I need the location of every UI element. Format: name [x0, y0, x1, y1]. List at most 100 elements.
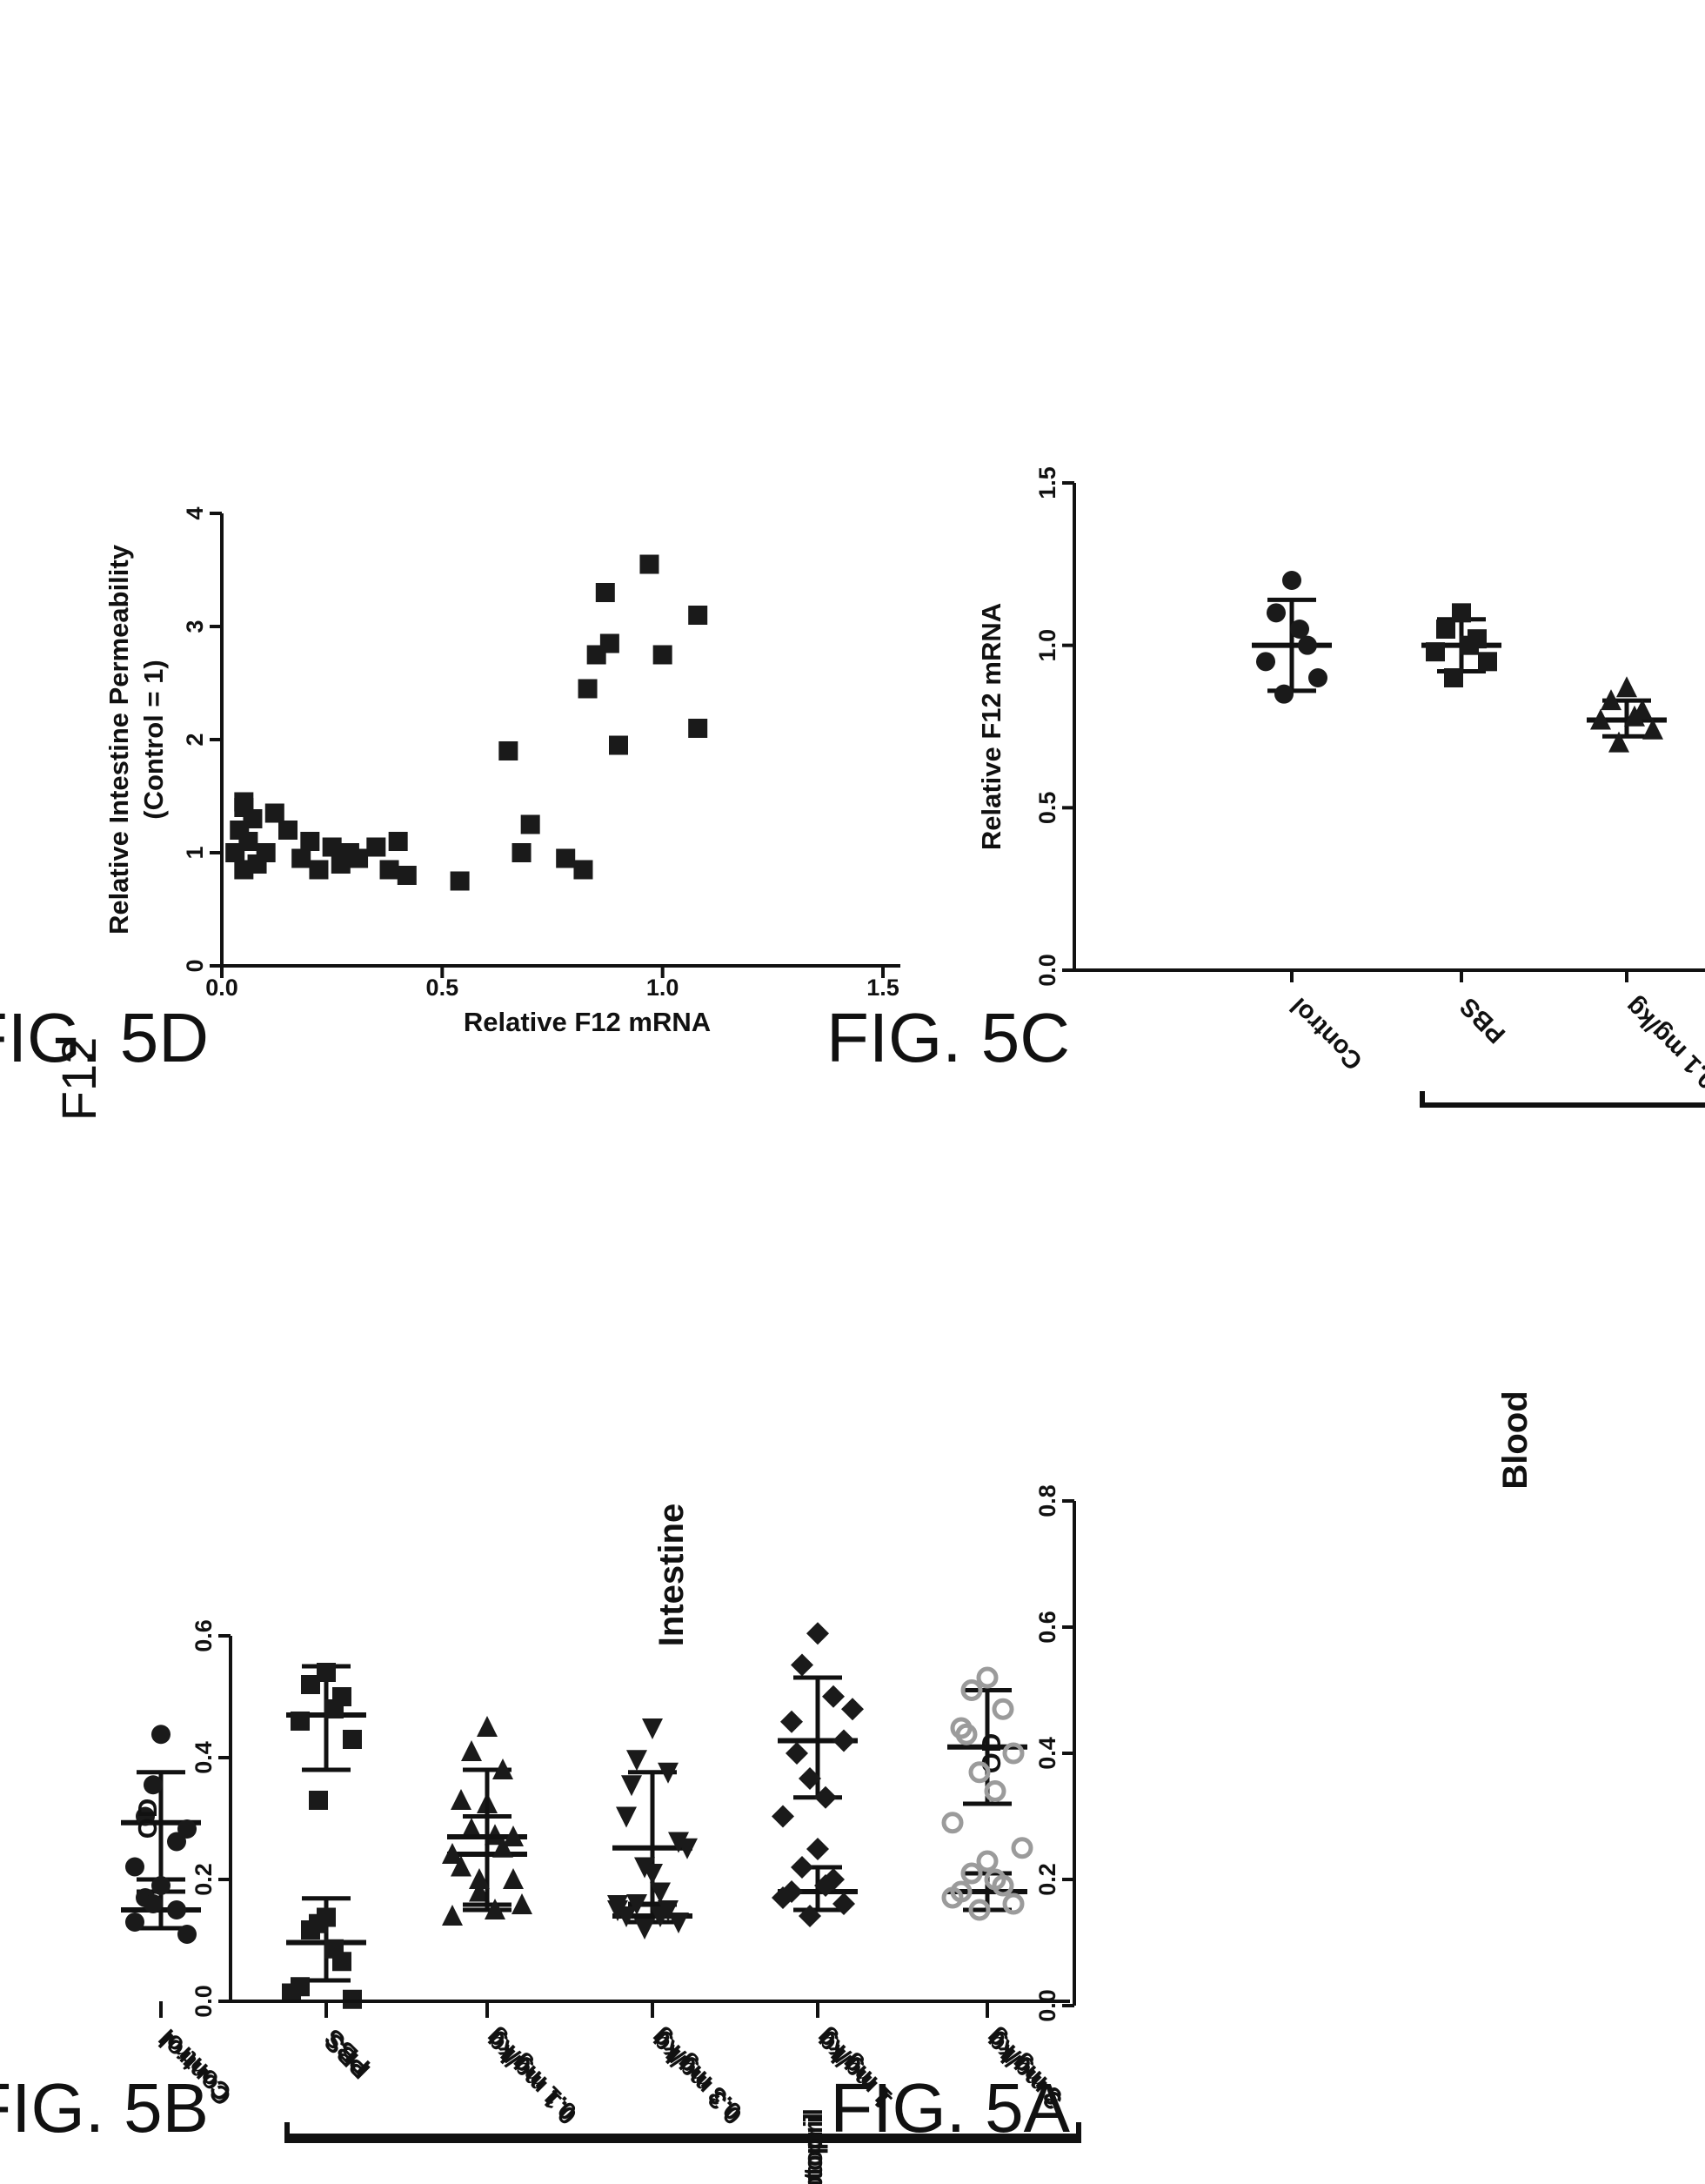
data-point: [1282, 571, 1301, 590]
group-5: [941, 1850, 1027, 1921]
data-point: [650, 1906, 671, 1927]
group-1: [1421, 603, 1501, 687]
data-point: [992, 1698, 1014, 1720]
data-point: [639, 554, 659, 574]
data-point: [469, 1880, 490, 1902]
data-point: [791, 1856, 813, 1879]
data-point: [451, 1789, 471, 1810]
data-point: [607, 1900, 628, 1921]
data-point: [1478, 652, 1497, 672]
data-point: [442, 1843, 463, 1864]
data-point: [151, 1725, 170, 1745]
data-point: [136, 1806, 155, 1826]
data-point: [366, 837, 386, 857]
data-point: [1274, 684, 1294, 704]
data-point: [1011, 1837, 1033, 1859]
data-point: [492, 1836, 513, 1858]
data-point: [1444, 668, 1463, 687]
y-axis-label: Relative F12 mRNA: [976, 603, 1006, 850]
group-4: [772, 1622, 864, 1828]
x-axis-label: Relative F12 mRNA: [464, 1007, 711, 1037]
data-point: [492, 1759, 513, 1779]
data-point: [324, 1699, 344, 1718]
category-label: 0.1 mg/kg: [480, 2023, 582, 2125]
data-point: [498, 741, 518, 760]
data-point: [976, 1666, 999, 1689]
group-3: [607, 1864, 692, 1939]
data-point: [1624, 705, 1645, 727]
data-point: [780, 1710, 803, 1733]
y-axis-label: Relative Intestine Permeability: [104, 544, 134, 935]
data-point: [634, 1919, 655, 1939]
data-point: [984, 1868, 1006, 1891]
y-tick-label: 0.0: [1034, 954, 1060, 987]
data-point: [300, 832, 320, 851]
data-point: [791, 1653, 813, 1677]
data-point: [616, 1806, 637, 1828]
group-2: [1587, 676, 1667, 753]
data-point: [461, 1740, 482, 1761]
category-label: PBS: [1454, 992, 1511, 1048]
y-tick-label: 1: [182, 846, 208, 859]
data-point: [379, 860, 399, 880]
y-tick-label: 0: [182, 959, 208, 972]
data-point: [658, 1762, 679, 1784]
data-point: [668, 1832, 689, 1853]
data-point: [609, 735, 628, 755]
data-point: [1601, 689, 1621, 711]
panel-label: FIG. 5D: [0, 999, 209, 1076]
group-2: [442, 1716, 527, 1926]
data-point: [814, 1785, 837, 1809]
data-point: [822, 1685, 845, 1708]
panel-c: FIG. 5C 0.0 0.5 1.0 1.5 Relative F12 mRNA Cont…: [826, 466, 1705, 1108]
y-tick-label: 0.4: [191, 1741, 217, 1774]
data-point: [309, 1913, 328, 1933]
data-point: [477, 1716, 498, 1737]
data-point: [960, 1862, 983, 1885]
data-point: [264, 803, 284, 823]
data-point: [512, 843, 532, 862]
data-point: [1002, 1742, 1025, 1765]
data-point: [832, 1729, 855, 1752]
bracket-label: Captopril: [798, 2108, 828, 2184]
group-1: [282, 1896, 366, 2009]
category-label: Control: [1285, 992, 1368, 1075]
data-point: [626, 1894, 647, 1915]
data-point: [291, 1712, 310, 1731]
group-0: [121, 1725, 201, 1882]
data-point: [1608, 731, 1629, 753]
data-point: [503, 1868, 524, 1889]
data-point: [786, 1742, 808, 1765]
data-point: [1298, 635, 1317, 655]
data-point: [225, 843, 245, 862]
y-tick-label: 4: [182, 506, 208, 519]
data-point: [595, 583, 615, 602]
y-tick-label: 1.0: [1034, 629, 1060, 662]
y-tick-label: 2: [182, 733, 208, 746]
data-point: [968, 1761, 991, 1784]
data-point: [397, 866, 417, 885]
figure-title: F12: [51, 1037, 106, 1122]
panel-d: FIG. 5D 0 1 2 3 4 0.0 0.5 1.0 1.5 Relative Intesti…: [0, 506, 900, 1076]
chart-title: Blood: [1496, 1390, 1534, 1489]
data-point: [461, 1818, 482, 1839]
data-point: [234, 860, 254, 880]
data-point: [451, 1855, 471, 1877]
data-point: [599, 633, 619, 653]
x-tick-label: 0.0: [205, 975, 238, 1001]
data-point: [177, 1819, 197, 1839]
data-point: [177, 1925, 197, 1944]
data-point: [125, 1913, 144, 1932]
bracket-label: Captopril: [798, 2113, 828, 2184]
data-point: [343, 1730, 362, 1749]
data-point: [309, 1791, 328, 1810]
data-point: [151, 1876, 170, 1895]
data-point: [814, 1874, 837, 1897]
y-tick-label: 0.2: [191, 1863, 217, 1896]
data-point: [450, 871, 470, 891]
data-point: [799, 1905, 821, 1927]
category-label: 0.1 mg/kg: [1620, 992, 1705, 1094]
group-3: [607, 1718, 698, 1916]
